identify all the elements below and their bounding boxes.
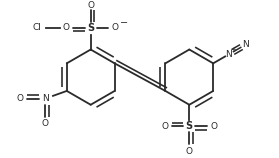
Text: N: N — [225, 50, 232, 59]
Text: N: N — [42, 94, 49, 103]
Text: O: O — [210, 122, 217, 131]
Text: −: − — [120, 18, 128, 28]
Text: S: S — [186, 122, 193, 131]
Text: O: O — [42, 119, 49, 128]
Text: O: O — [112, 23, 119, 32]
Text: N: N — [242, 40, 249, 49]
Text: O: O — [62, 23, 69, 32]
Text: O: O — [17, 94, 24, 103]
Text: O: O — [87, 1, 94, 10]
Text: Cl: Cl — [32, 23, 41, 32]
Text: O: O — [186, 147, 193, 156]
Text: +: + — [230, 46, 237, 52]
Text: S: S — [87, 23, 94, 33]
Text: O: O — [161, 122, 168, 131]
